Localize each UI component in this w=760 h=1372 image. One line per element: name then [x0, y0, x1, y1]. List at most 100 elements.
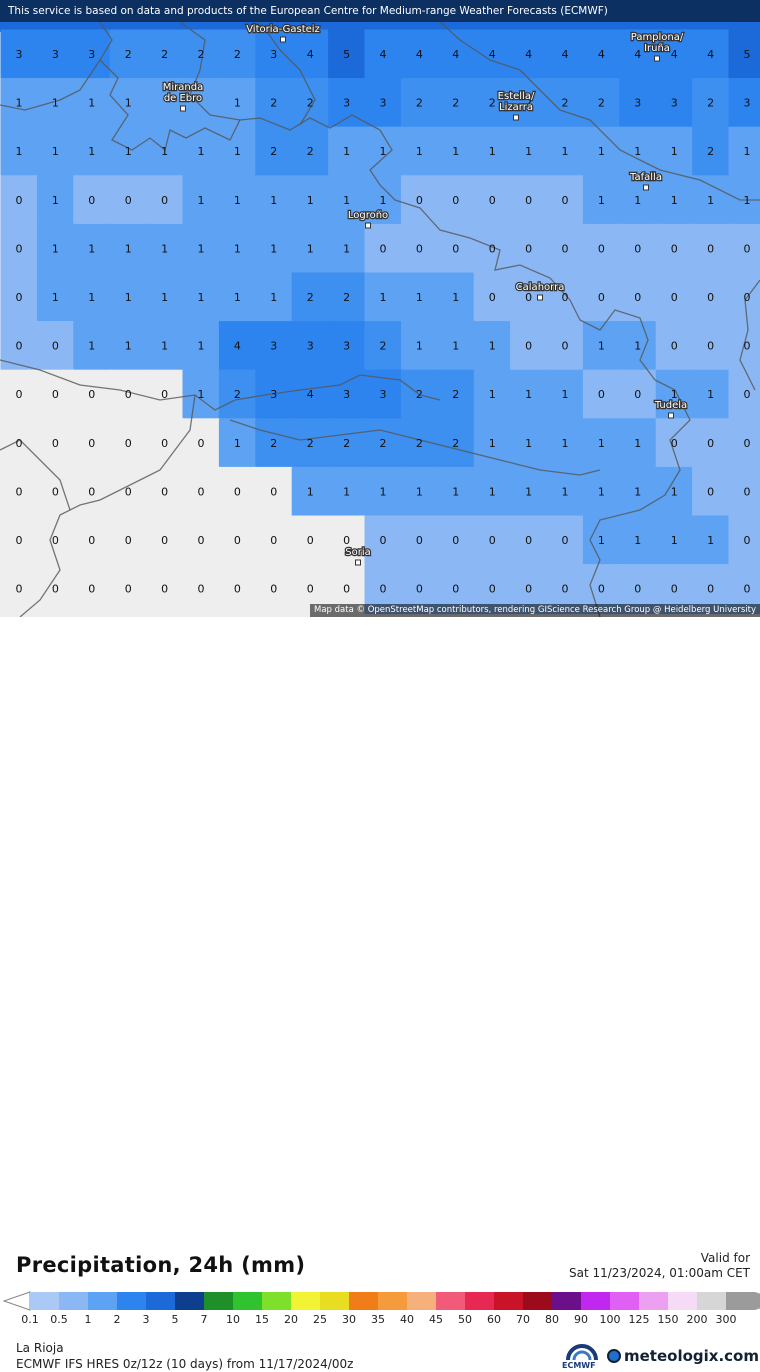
precip-value: 1 — [234, 145, 241, 158]
scale-label: 2 — [114, 1313, 121, 1326]
precip-value: 0 — [671, 437, 678, 450]
city-label: Soria — [345, 547, 370, 558]
valid-date[interactable]: Sat 11/23/2024, 01:00am CET — [569, 1266, 750, 1280]
precip-value: 0 — [707, 242, 714, 255]
precip-value: 0 — [52, 485, 59, 498]
precip-value: 1 — [452, 291, 459, 304]
precip-value: 1 — [343, 485, 350, 498]
scale-label: 10 — [226, 1313, 240, 1326]
precip-value: 1 — [343, 242, 350, 255]
precip-value: 2 — [270, 97, 277, 110]
precip-value: 0 — [161, 534, 168, 547]
precip-value: 0 — [598, 583, 605, 596]
city-marker — [281, 37, 286, 42]
scale-swatch — [552, 1292, 581, 1310]
precip-value: 0 — [16, 437, 23, 450]
precip-value: 2 — [307, 437, 314, 450]
precip-value: 0 — [634, 583, 641, 596]
brand-link[interactable]: meteologix.com — [624, 1347, 759, 1365]
precip-value: 1 — [16, 145, 23, 158]
precip-value: 0 — [744, 242, 751, 255]
scale-swatch — [523, 1292, 552, 1310]
precip-value: 1 — [525, 485, 532, 498]
precip-value: 1 — [416, 340, 423, 353]
precip-value: 0 — [198, 583, 205, 596]
precip-value: 1 — [234, 194, 241, 207]
precip-value: 0 — [744, 485, 751, 498]
scale-label: 0.1 — [21, 1313, 39, 1326]
precip-value: 0 — [489, 534, 496, 547]
precip-value: 0 — [707, 340, 714, 353]
precip-value: 1 — [634, 145, 641, 158]
precip-value: 3 — [343, 340, 350, 353]
city-marker — [538, 295, 543, 300]
precip-value: 3 — [270, 48, 277, 61]
precip-value: 1 — [88, 97, 95, 110]
precip-value: 1 — [562, 437, 569, 450]
color-scale — [0, 1289, 760, 1313]
precip-value: 1 — [52, 194, 59, 207]
precip-value: 2 — [562, 97, 569, 110]
city-label: Miranda — [163, 82, 203, 93]
precip-value: 0 — [598, 242, 605, 255]
precip-value: 1 — [380, 291, 387, 304]
precip-value: 1 — [744, 145, 751, 158]
precip-value: 3 — [343, 97, 350, 110]
scale-label: 150 — [658, 1313, 679, 1326]
city-label: Iruña — [644, 43, 670, 54]
precip-value: 1 — [562, 145, 569, 158]
precip-value: 0 — [671, 242, 678, 255]
precip-value: 0 — [52, 437, 59, 450]
city-label: Tudela — [654, 400, 687, 411]
precip-value: 2 — [270, 145, 277, 158]
precip-value: 2 — [307, 145, 314, 158]
precip-value: 0 — [16, 534, 23, 547]
precip-value: 0 — [416, 194, 423, 207]
precip-value: 1 — [416, 485, 423, 498]
precip-value: 3 — [380, 388, 387, 401]
precip-value: 0 — [270, 485, 277, 498]
precip-value: 2 — [343, 437, 350, 450]
precip-value: 1 — [671, 534, 678, 547]
ecmwf-logo-text: ECMWF — [562, 1361, 596, 1370]
precip-value: 0 — [161, 194, 168, 207]
precip-value: 1 — [307, 194, 314, 207]
scale-swatch — [697, 1292, 726, 1310]
precip-value: 0 — [125, 194, 132, 207]
precip-value: 1 — [198, 242, 205, 255]
scale-label: 60 — [487, 1313, 501, 1326]
precip-value: 0 — [634, 242, 641, 255]
precip-value: 0 — [707, 485, 714, 498]
scale-label: 20 — [284, 1313, 298, 1326]
valid-label: Valid for — [701, 1251, 750, 1265]
precip-value: 0 — [744, 534, 751, 547]
precip-value: 1 — [489, 145, 496, 158]
precip-value: 1 — [671, 485, 678, 498]
scale-label: 3 — [143, 1313, 150, 1326]
precip-value: 0 — [380, 534, 387, 547]
precip-value: 3 — [380, 97, 387, 110]
city-label: Calahorra — [516, 282, 565, 293]
precip-value: 0 — [671, 340, 678, 353]
precip-value: 1 — [634, 194, 641, 207]
scale-label: 100 — [600, 1313, 621, 1326]
city-marker — [669, 413, 674, 418]
precip-value: 0 — [307, 534, 314, 547]
precip-value: 1 — [125, 340, 132, 353]
scale-label: 50 — [458, 1313, 472, 1326]
precip-value: 0 — [671, 291, 678, 304]
scale-swatch — [88, 1292, 117, 1310]
precip-value: 0 — [562, 340, 569, 353]
precip-value: 1 — [125, 291, 132, 304]
scale-swatch — [436, 1292, 465, 1310]
precip-value: 1 — [125, 145, 132, 158]
precip-value: 1 — [234, 437, 241, 450]
precip-value: 0 — [380, 242, 387, 255]
precip-value: 0 — [16, 194, 23, 207]
precip-value: 1 — [161, 340, 168, 353]
precip-value: 0 — [452, 242, 459, 255]
scale-swatch — [59, 1292, 88, 1310]
precip-value: 0 — [489, 583, 496, 596]
precip-value: 0 — [380, 583, 387, 596]
